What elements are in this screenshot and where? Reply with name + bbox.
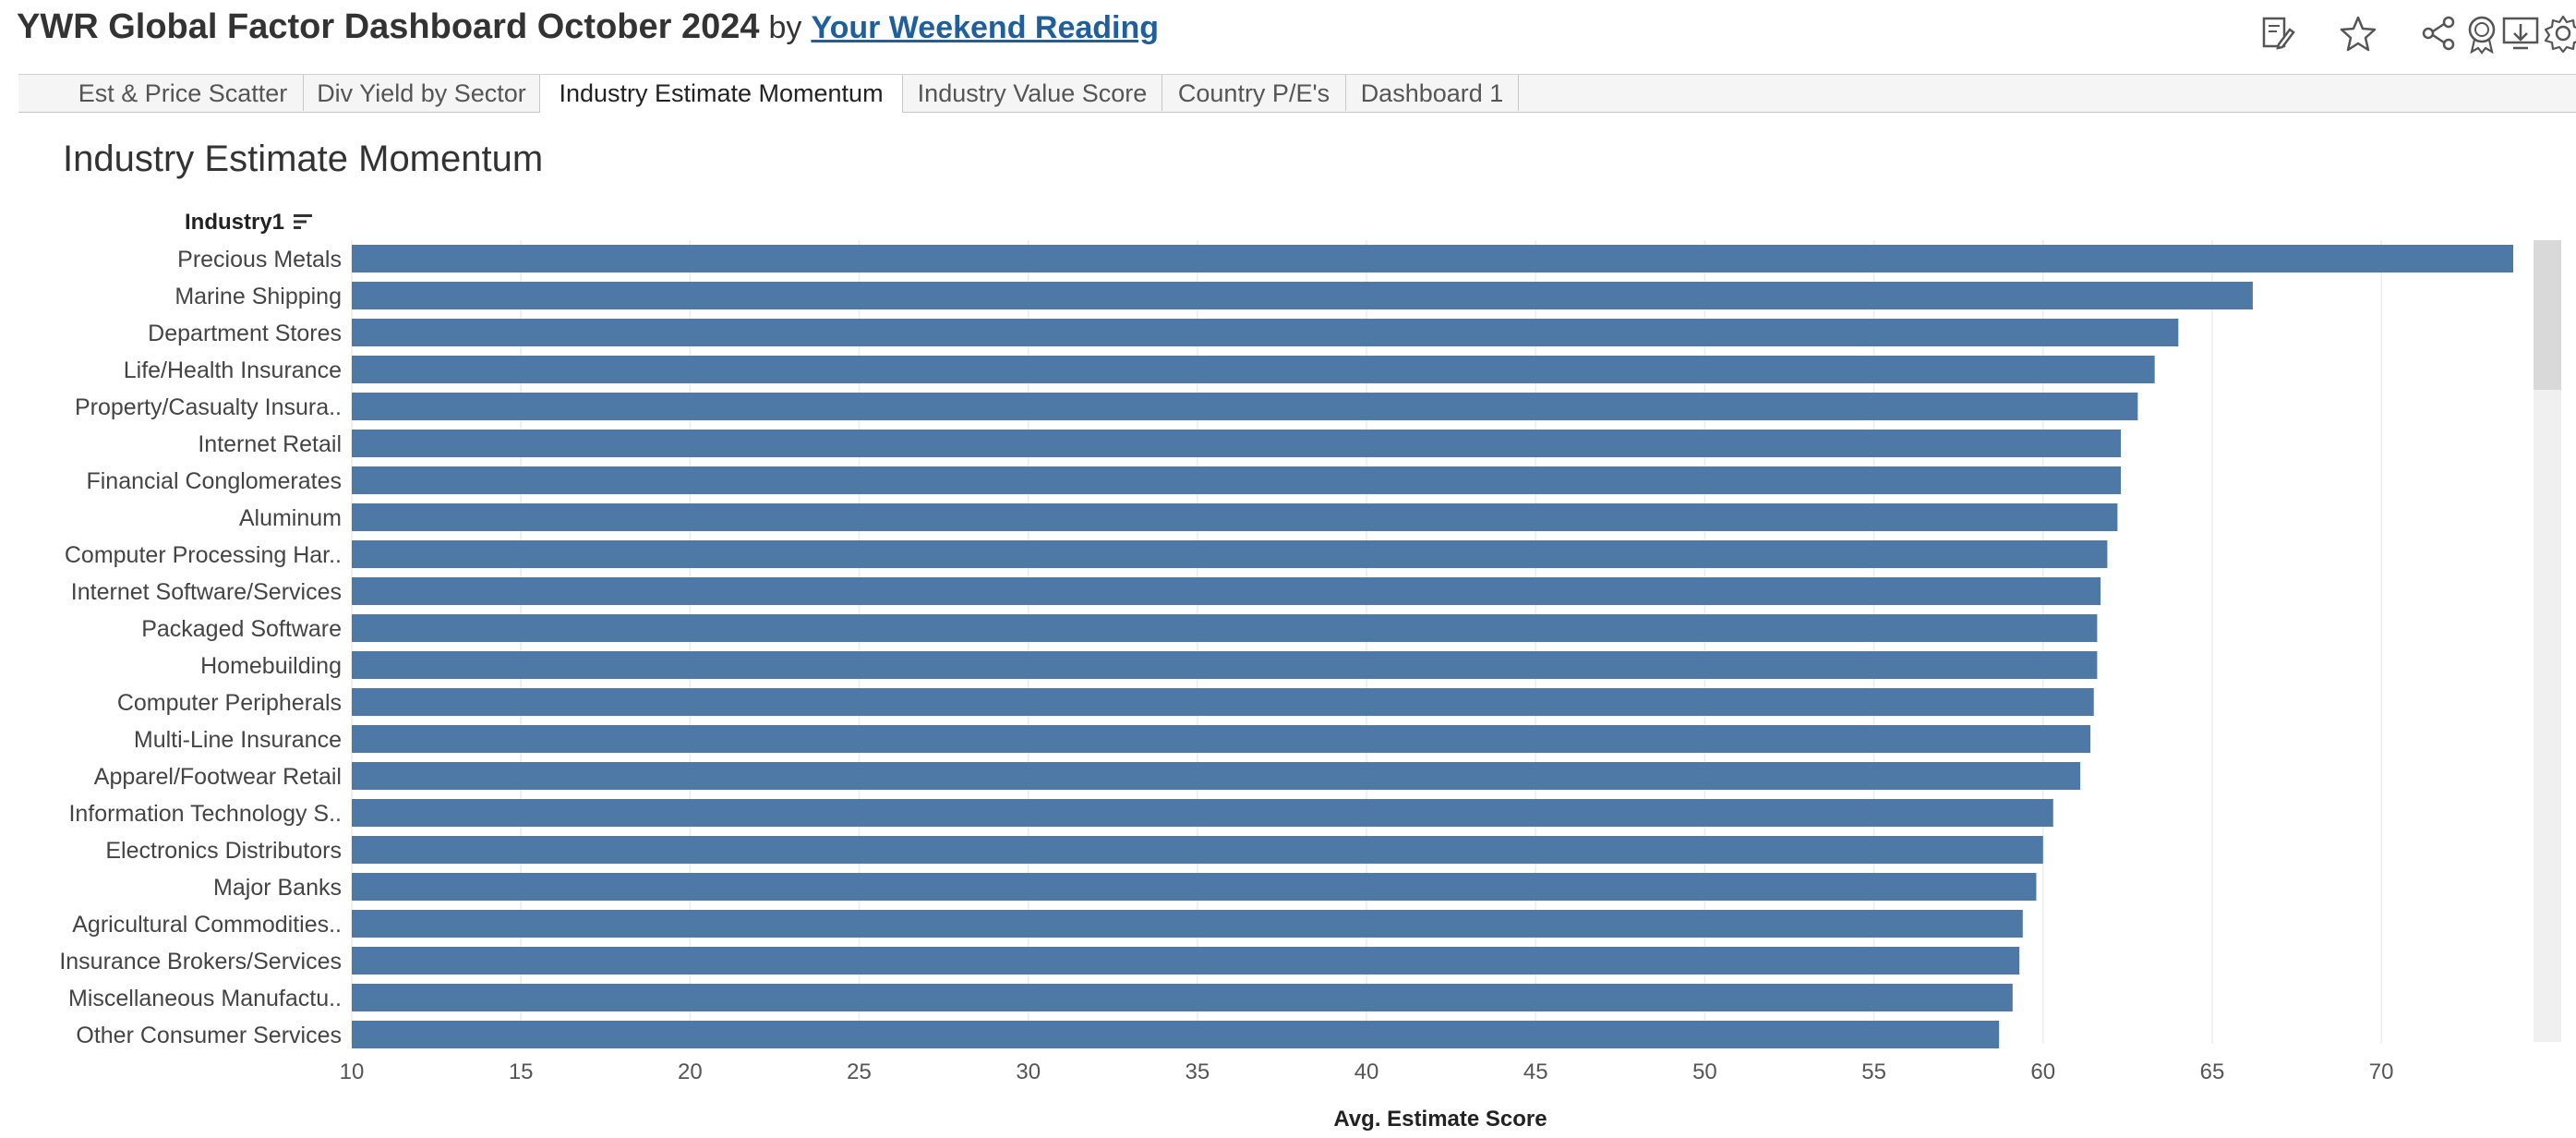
bar[interactable] xyxy=(352,910,2023,938)
x-axis-title: Avg. Estimate Score xyxy=(1333,1107,1547,1132)
share-icon[interactable] xyxy=(2415,9,2463,57)
x-tick-label: 60 xyxy=(2030,1059,2055,1084)
bar-chart: Precious Metals Marine Shipping Department… xyxy=(59,240,2514,1084)
x-tick-label: 30 xyxy=(1016,1059,1041,1084)
tab-dashboard-1[interactable]: Dashboard 1 xyxy=(1346,75,1519,111)
tab-industry-value-score[interactable]: Industry Value Score xyxy=(903,75,1162,111)
category-label: Major Banks xyxy=(213,875,342,901)
tab-div-yield-by-sector[interactable]: Div Yield by Sector xyxy=(304,75,540,111)
bar[interactable] xyxy=(352,540,2108,568)
category-label: Agricultural Commodities.. xyxy=(72,912,342,938)
sort-icon[interactable] xyxy=(294,212,314,231)
x-tick-label: 55 xyxy=(1861,1059,1886,1084)
bar[interactable] xyxy=(352,282,2253,309)
bar[interactable] xyxy=(352,430,2122,457)
sheet-tabs: Est & Price Scatter Div Yield by Sector … xyxy=(18,74,2576,113)
bar[interactable] xyxy=(352,688,2094,716)
tab-country-pe[interactable]: Country P/E's xyxy=(1162,75,1346,111)
x-tick-label: 15 xyxy=(509,1059,534,1084)
category-label: Aluminum xyxy=(239,505,342,531)
star-icon[interactable] xyxy=(2334,9,2382,57)
download-icon[interactable] xyxy=(2497,9,2545,57)
bar[interactable] xyxy=(352,356,2155,383)
sheet-title: Industry Estimate Momentum xyxy=(63,139,544,179)
bar[interactable] xyxy=(352,725,2091,753)
x-tick-label: 20 xyxy=(678,1059,703,1084)
x-tick-label: 35 xyxy=(1186,1059,1210,1084)
bar[interactable] xyxy=(352,1021,2000,1048)
x-tick-label: 25 xyxy=(847,1059,872,1084)
tab-est-price-scatter[interactable]: Est & Price Scatter xyxy=(63,75,304,111)
category-label: Internet Retail xyxy=(198,431,342,457)
bar[interactable] xyxy=(352,577,2101,605)
dashboard-title: YWR Global Factor Dashboard October 2024 xyxy=(17,7,760,46)
category-label: Computer Peripherals xyxy=(117,690,342,716)
bar[interactable] xyxy=(352,393,2138,420)
header: YWR Global Factor Dashboard October 2024… xyxy=(0,0,2576,65)
scrollbar-thumb[interactable] xyxy=(2534,240,2561,390)
category-label: Insurance Brokers/Services xyxy=(59,949,342,975)
category-label: Homebuilding xyxy=(200,653,342,679)
x-tick-label: 50 xyxy=(1692,1059,1717,1084)
category-label: Property/Casualty Insura.. xyxy=(75,394,342,420)
bar[interactable] xyxy=(352,245,2514,272)
category-label: Precious Metals xyxy=(177,247,342,272)
category-label: Computer Processing Har.. xyxy=(65,542,342,568)
bar[interactable] xyxy=(352,984,2013,1011)
category-label: Financial Conglomerates xyxy=(86,468,342,494)
bar[interactable] xyxy=(352,836,2043,864)
title-by: by xyxy=(768,10,802,45)
bar[interactable] xyxy=(352,319,2179,346)
bar[interactable] xyxy=(352,466,2122,494)
category-label: Life/Health Insurance xyxy=(124,357,342,383)
bar[interactable] xyxy=(352,503,2118,531)
bar[interactable] xyxy=(352,651,2098,679)
bar[interactable] xyxy=(352,614,2098,642)
x-tick-label: 45 xyxy=(1523,1059,1548,1084)
dashboard-title-row: YWR Global Factor Dashboard October 2024… xyxy=(17,7,1159,47)
category-label: Information Technology S.. xyxy=(68,801,342,827)
category-label: Other Consumer Services xyxy=(76,1023,342,1048)
edit-icon[interactable] xyxy=(2253,9,2301,57)
category-label: Marine Shipping xyxy=(175,284,342,309)
x-tick-label: 65 xyxy=(2200,1059,2225,1084)
bar[interactable] xyxy=(352,873,2037,901)
field-header: Industry1 xyxy=(185,210,285,235)
category-label: Department Stores xyxy=(148,321,342,346)
author-link[interactable]: Your Weekend Reading xyxy=(811,10,1160,45)
vertical-scrollbar[interactable] xyxy=(2534,240,2561,1042)
category-label: Apparel/Footwear Retail xyxy=(94,764,342,790)
x-tick-label: 70 xyxy=(2369,1059,2394,1084)
category-label: Electronics Distributors xyxy=(105,838,342,864)
category-label: Internet Software/Services xyxy=(71,579,342,605)
category-label: Packaged Software xyxy=(141,616,342,642)
bar[interactable] xyxy=(352,947,2020,975)
x-tick-label: 10 xyxy=(340,1059,365,1084)
category-label: Multi-Line Insurance xyxy=(134,727,342,753)
bar[interactable] xyxy=(352,762,2081,790)
category-label: Miscellaneous Manufactu.. xyxy=(68,986,342,1011)
bar[interactable] xyxy=(352,799,2053,827)
x-tick-label: 40 xyxy=(1354,1059,1379,1084)
toolbar xyxy=(2253,9,2576,57)
badge-icon[interactable] xyxy=(2458,9,2506,57)
tab-industry-estimate-momentum[interactable]: Industry Estimate Momentum xyxy=(539,75,903,113)
settings-icon[interactable] xyxy=(2539,9,2576,57)
